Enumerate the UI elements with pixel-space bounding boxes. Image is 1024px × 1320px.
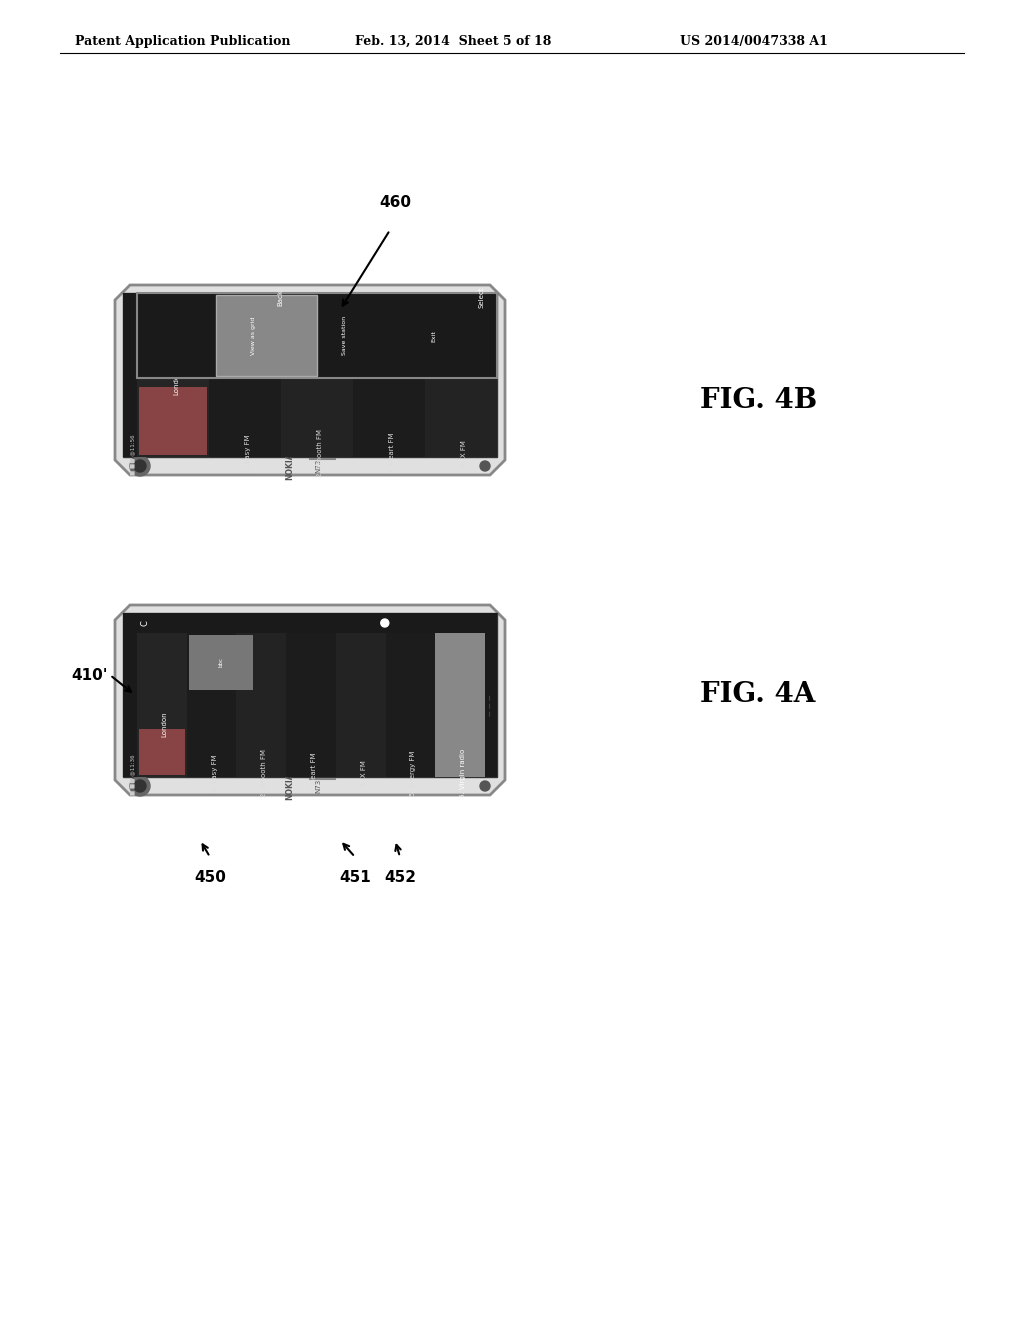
Polygon shape [209,293,281,457]
Circle shape [134,459,146,473]
Text: 451: 451 [339,870,371,884]
Text: NOKIA: NOKIA [286,453,295,479]
Circle shape [381,619,389,627]
Text: Feb. 13, 2014  Sheet 5 of 18: Feb. 13, 2014 Sheet 5 of 18 [355,36,551,48]
Polygon shape [216,294,317,376]
Text: 4. X FM: 4. X FM [360,760,367,785]
Polygon shape [139,387,207,455]
Text: 4. X FM: 4. X FM [461,440,467,466]
Text: US 2014/0047338 A1: US 2014/0047338 A1 [680,36,827,48]
Polygon shape [123,293,497,457]
Polygon shape [237,634,286,777]
Text: 452: 452 [384,870,416,884]
Text: 3. Heart FM: 3. Heart FM [311,752,317,793]
Text: ■ ■■ @11:56: ■ ■■ @11:56 [130,434,135,475]
Text: 5. Energy FM: 5. Energy FM [411,750,417,796]
Polygon shape [115,605,505,795]
Text: 3. Heart FM: 3. Heart FM [389,433,395,474]
Circle shape [134,780,146,792]
Text: NOKIA: NOKIA [286,772,295,800]
Text: bbc: bbc [218,657,223,668]
Text: Select: Select [479,286,485,308]
Text: London: London [173,370,179,395]
Text: London: London [162,711,168,737]
Polygon shape [123,293,137,457]
Polygon shape [386,634,435,777]
Text: Patent Application Publication: Patent Application Publication [75,36,291,48]
Polygon shape [485,634,497,777]
Polygon shape [137,634,186,777]
Text: N73: N73 [315,779,321,793]
Polygon shape [115,285,505,475]
Circle shape [130,776,150,796]
Text: 450: 450 [195,870,226,884]
Text: 460: 460 [379,195,411,210]
Polygon shape [186,634,237,777]
Text: N73: N73 [315,459,321,473]
Text: Back: Back [278,289,283,305]
Text: 6. Virgin radio: 6. Virgin radio [460,748,466,797]
Polygon shape [123,612,137,777]
Text: —: — [488,710,494,715]
Text: 410': 410' [72,668,108,682]
Text: —: — [488,694,494,700]
Text: 1. Easy FM: 1. Easy FM [245,434,251,471]
Polygon shape [353,293,425,457]
Polygon shape [336,634,386,777]
Text: FIG. 4A: FIG. 4A [700,681,815,709]
Circle shape [480,781,490,791]
Circle shape [130,455,150,477]
Polygon shape [281,293,353,457]
Polygon shape [139,729,184,775]
Polygon shape [137,293,497,379]
Text: Save station: Save station [341,315,346,355]
Text: FIG. 4B: FIG. 4B [700,387,817,413]
Polygon shape [188,635,253,690]
Polygon shape [123,612,497,777]
Text: Exit: Exit [431,330,436,342]
Text: 2. Smooth FM: 2. Smooth FM [317,429,323,477]
Text: —: — [488,702,494,708]
Polygon shape [425,293,497,457]
Text: 2. Smooth FM: 2. Smooth FM [261,748,267,797]
Text: ■ ■■ @11:36: ■ ■■ @11:36 [130,755,135,796]
Polygon shape [137,293,209,457]
Text: C: C [140,620,150,626]
Polygon shape [286,634,336,777]
Polygon shape [137,612,497,634]
Polygon shape [435,634,485,777]
Circle shape [480,461,490,471]
Text: 1. Easy FM: 1. Easy FM [212,754,217,792]
Text: View as grid: View as grid [252,317,256,355]
